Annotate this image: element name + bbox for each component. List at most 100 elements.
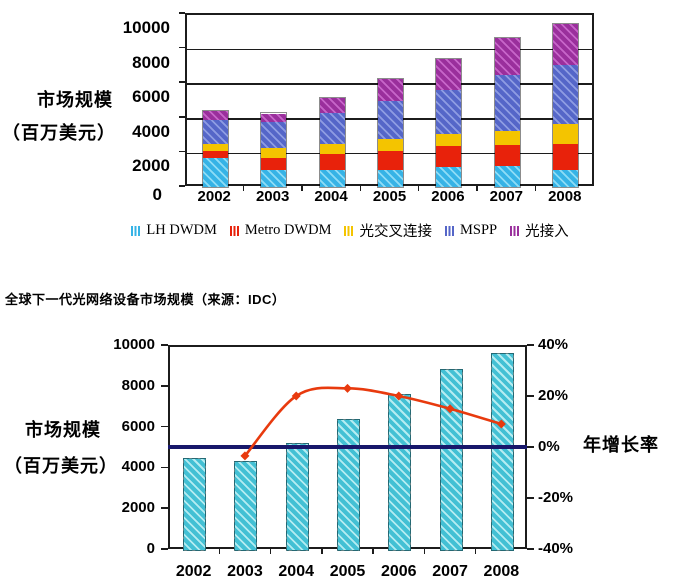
bottom-chart-y-axis-title-line1: 市场规模 [25, 420, 101, 440]
y-tick-label: 2000 [121, 499, 155, 517]
y2-axis-tick [527, 548, 534, 550]
y2-axis-tick [527, 395, 534, 397]
y2-tick-label: 0% [538, 438, 560, 455]
y-axis-tick [179, 150, 185, 153]
market-bar-2004 [285, 442, 309, 551]
legend-item-光交叉连接: 光交叉连接 [344, 220, 432, 241]
bar-segment-MSPP [319, 113, 345, 144]
legend-swatch-icon [131, 225, 142, 236]
bar-segment-光接入 [494, 38, 520, 76]
legend-swatch-icon [444, 225, 455, 236]
bar-segment-LH DWDM [378, 169, 403, 187]
x-tick-label: 2003 [255, 188, 290, 205]
y-tick-label: 6000 [121, 417, 155, 435]
y-axis-tick [179, 185, 185, 187]
legend-swatch-icon [344, 225, 355, 236]
y-axis-tick [161, 466, 168, 469]
bar-segment-LH DWDM [319, 169, 345, 187]
x-tick-label: 2007 [489, 188, 524, 205]
bar-segment-光交叉连接 [494, 130, 520, 145]
market-bar-2008 [490, 353, 514, 551]
bar-segment-光交叉连接 [319, 143, 345, 155]
legend-label: 光交叉连接 [359, 224, 432, 240]
x-tick-label: 2002 [175, 563, 212, 580]
market-bar-2007 [439, 369, 463, 551]
bar-segment-Metro DWDM [202, 150, 228, 159]
y-axis-tick [179, 81, 185, 83]
bar-segment-光交叉连接 [202, 143, 228, 151]
market-bar-2002 [183, 457, 207, 551]
x-tick-label: 2002 [197, 188, 231, 205]
y-axis-tick [161, 425, 168, 428]
x-axis-tick [534, 186, 537, 191]
bar-segment-MSPP [378, 100, 403, 139]
bar-segment-LH DWDM [436, 167, 462, 187]
y2-tick-label: 40% [538, 336, 569, 353]
y-axis-tick [161, 548, 168, 550]
bottom-chart-y-axis-title-line2: （百万美元） [4, 456, 118, 476]
bar-segment-光接入 [436, 59, 462, 91]
stacked-bar-2007 [493, 37, 521, 188]
bar-segment-Metro DWDM [261, 157, 287, 170]
y-tick-label: 2000 [132, 156, 170, 176]
bar-segment-光交叉连接 [553, 123, 579, 144]
y-axis-tick [179, 116, 185, 118]
legend-label: Metro DWDM [244, 222, 332, 238]
bar-segment-光接入 [553, 23, 579, 66]
y-tick-label: 8000 [132, 52, 170, 72]
zero-growth-reference-line [168, 444, 527, 450]
bar-segment-LH DWDM [494, 166, 520, 187]
bottom-chart-y2-axis-title: 年增长率 [583, 435, 659, 455]
x-axis-tick [218, 549, 221, 554]
legend-item-Metro DWDM: Metro DWDM [229, 222, 332, 239]
bar-segment-光交叉连接 [378, 138, 403, 151]
x-tick-label: 2004 [314, 188, 348, 205]
y-tick-label: 8000 [121, 376, 155, 394]
bottom-bar-line-chart: 市场规模 （百万美元） 年增长率 0 2000 4000 6000 8000 10000 4… [0, 330, 673, 584]
bar-segment-Metro DWDM [553, 143, 579, 170]
x-tick-label: 2008 [548, 188, 582, 205]
y2-tick-label: 20% [538, 387, 569, 404]
y-axis-tick [161, 385, 168, 387]
market-bar-2005 [337, 419, 360, 551]
x-axis-tick [269, 549, 272, 554]
bar-segment-Metro DWDM [494, 144, 520, 167]
stacked-bar-2003 [260, 112, 288, 188]
bar-segment-LH DWDM [202, 158, 228, 187]
y2-tick-label: -20% [538, 489, 574, 506]
y-tick-label: 0 [146, 540, 155, 557]
bar-segment-LH DWDM [553, 169, 579, 187]
x-axis-tick [321, 549, 323, 554]
market-bar-2006 [388, 394, 412, 551]
bar-segment-MSPP [436, 90, 462, 135]
y2-axis-tick [527, 344, 534, 346]
figure-caption: 全球下一代光网络设备市场规模（来源：IDC） [5, 292, 286, 307]
bar-segment-Metro DWDM [319, 154, 345, 170]
legend-swatch-icon [510, 225, 521, 236]
y2-axis-tick [527, 446, 534, 448]
x-axis-tick [301, 186, 303, 191]
x-axis-tick [476, 186, 478, 191]
y-axis-tick [179, 46, 185, 49]
y-axis-tick [161, 344, 168, 346]
y-tick-label: 4000 [121, 458, 155, 476]
top-chart-legend: LH DWDM Metro DWDM 光交叉连接 MSPP 光接入 [105, 220, 595, 241]
bar-segment-光交叉连接 [261, 148, 287, 158]
bar-segment-MSPP [494, 75, 520, 131]
stacked-bar-2006 [435, 57, 463, 188]
x-tick-label: 2006 [431, 188, 465, 205]
legend-item-LH DWDM: LH DWDM [131, 222, 217, 239]
bar-segment-Metro DWDM [378, 150, 403, 170]
stacked-bar-2005 [377, 77, 404, 188]
stacked-bar-2002 [201, 109, 229, 188]
bar-segment-光接入 [378, 78, 403, 101]
top-chart-y-axis-title-line1: 市场规模 [37, 90, 113, 110]
y-axis-tick [179, 12, 185, 14]
x-axis-tick [417, 186, 420, 191]
market-bar-2003 [234, 460, 258, 551]
bar-segment-MSPP [202, 120, 228, 144]
legend-label: LH DWDM [146, 222, 217, 238]
top-chart-y-axis-title-line2: （百万美元） [2, 123, 116, 143]
x-axis-tick [242, 186, 245, 191]
y-tick-label: 10000 [122, 18, 170, 37]
